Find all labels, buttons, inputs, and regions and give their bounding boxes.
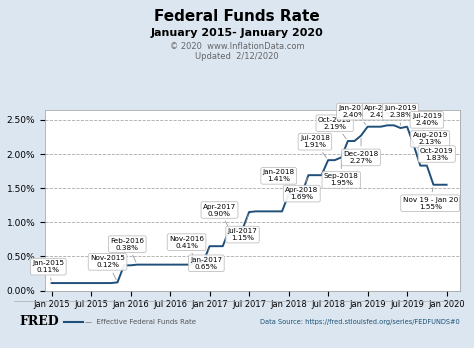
Text: Apr-2018
1.69%: Apr-2018 1.69% — [285, 178, 319, 200]
Text: Jan-2017
0.65%: Jan-2017 0.65% — [190, 249, 222, 270]
Text: © 2020  www.InflationData.com: © 2020 www.InflationData.com — [170, 42, 304, 52]
Text: Jul-2019
2.40%: Jul-2019 2.40% — [407, 113, 442, 127]
Text: Jan-2015
0.11%: Jan-2015 0.11% — [32, 260, 64, 280]
Text: Federal Funds Rate: Federal Funds Rate — [154, 9, 320, 24]
Text: —  Effective Federal Funds Rate: — Effective Federal Funds Rate — [85, 319, 196, 325]
Text: Oct-2018
2.19%: Oct-2018 2.19% — [318, 117, 352, 139]
Text: Jul-2018
1.91%: Jul-2018 1.91% — [300, 135, 330, 158]
Text: Feb-2016
0.38%: Feb-2016 0.38% — [110, 238, 144, 262]
Text: Jan-2018
1.41%: Jan-2018 1.41% — [263, 169, 295, 192]
Text: January 2015- January 2020: January 2015- January 2020 — [151, 28, 323, 38]
Text: Aug-2019
2.13%: Aug-2019 2.13% — [412, 133, 448, 145]
Text: FRED: FRED — [19, 315, 59, 329]
Text: Updated  2/12/2020: Updated 2/12/2020 — [195, 52, 279, 61]
Text: Nov 19 - Jan 20
1.55%: Nov 19 - Jan 20 1.55% — [402, 188, 458, 210]
Text: Data Source: https://fred.stlouisfed.org/series/FEDFUNDS#0: Data Source: https://fred.stlouisfed.org… — [260, 319, 460, 325]
Text: Apr-2019
2.42%: Apr-2019 2.42% — [364, 105, 397, 123]
Text: Sep-2018
1.95%: Sep-2018 1.95% — [324, 160, 359, 187]
Text: Nov-2016
0.41%: Nov-2016 0.41% — [169, 236, 204, 260]
Text: Nov-2015
0.12%: Nov-2015 0.12% — [90, 255, 125, 280]
Text: Jun-2019
2.38%: Jun-2019 2.38% — [384, 105, 417, 125]
Text: Apr-2017
0.90%: Apr-2017 0.90% — [203, 204, 236, 227]
Text: Jul-2017
1.15%: Jul-2017 1.15% — [228, 215, 257, 241]
Text: Oct-2019
1.83%: Oct-2019 1.83% — [420, 148, 454, 166]
Text: Dec-2018
2.27%: Dec-2018 2.27% — [343, 139, 379, 164]
Text: Jan-2019
2.40%: Jan-2019 2.40% — [338, 105, 371, 125]
